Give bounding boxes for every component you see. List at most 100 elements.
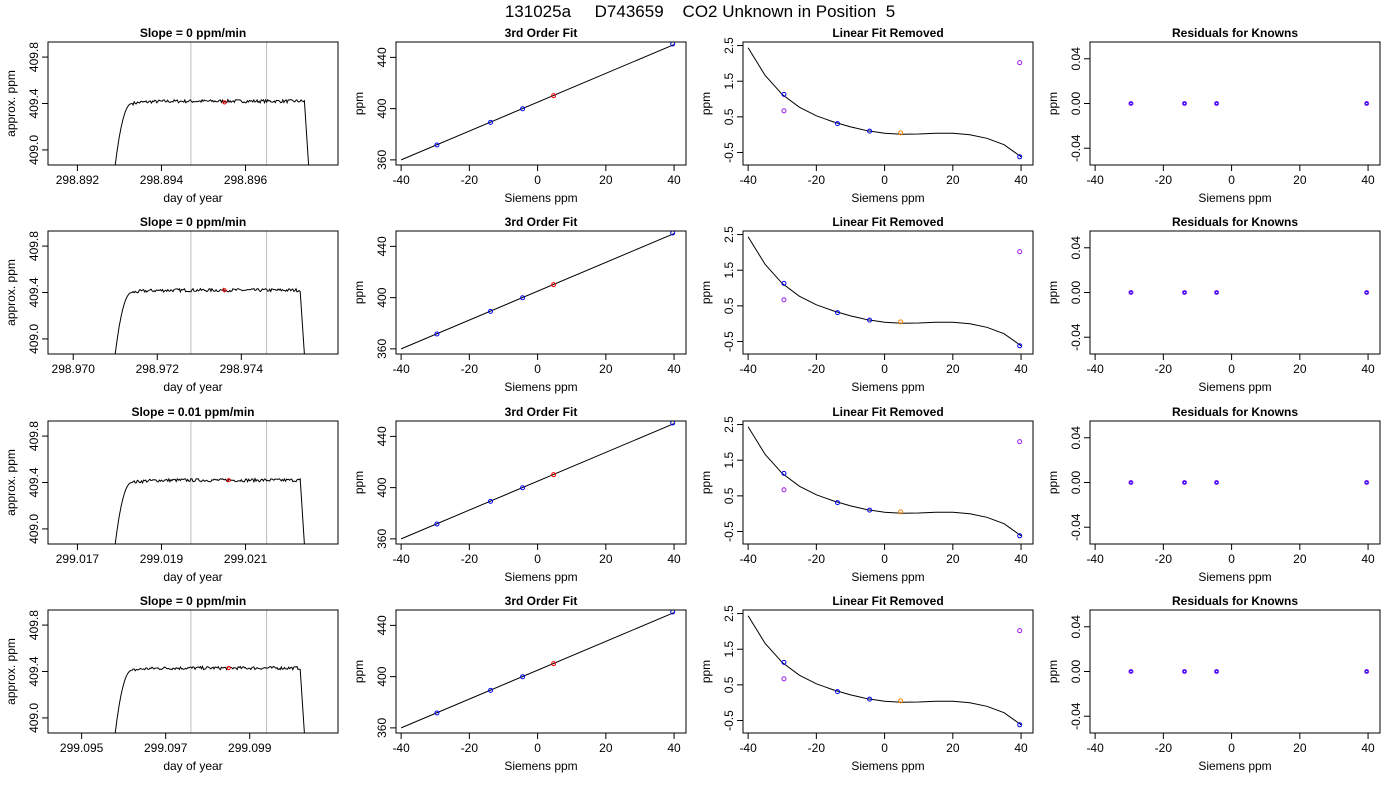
fit-line (400, 233, 675, 350)
x-tick-label: 40 (667, 362, 681, 376)
known-point-inner (1214, 480, 1219, 485)
x-tick-label: 299.097 (144, 741, 188, 755)
unknown-point (551, 661, 557, 667)
plot-area (747, 47, 1023, 160)
unknown-point (898, 698, 904, 704)
panel-r2-c3: Linear Fit Removed -40 -20 0 20 40 -0.5 0.5 1.5 2… (699, 215, 1034, 394)
panel-title: Slope = 0 ppm/min (140, 26, 246, 40)
y-tick-label: 0.00 (1069, 470, 1083, 494)
panel-title: Slope = 0.01 ppm/min (131, 405, 254, 419)
panel-frame (742, 420, 1034, 545)
x-tick-label: -20 (1155, 173, 1173, 187)
y-tick-label: 409.0 (27, 703, 41, 733)
x-axis-label: Siemens ppm (851, 570, 924, 584)
known-point (835, 500, 841, 506)
unknown-point (551, 472, 557, 478)
panel-frame (1089, 230, 1381, 355)
panel-title: 3rd Order Fit (505, 594, 578, 608)
panel-frame (47, 420, 339, 545)
known-point (434, 142, 440, 148)
panel-title: Linear Fit Removed (832, 405, 943, 419)
x-axis-label: Siemens ppm (1198, 380, 1271, 394)
panel-frame (395, 230, 687, 355)
panel-title: 3rd Order Fit (505, 26, 578, 40)
y-tick-label: 440 (375, 426, 389, 446)
x-tick-label: -20 (461, 362, 479, 376)
x-tick-label: 20 (946, 362, 960, 376)
x-tick-label: 0 (881, 173, 888, 187)
plot-area (1128, 101, 1370, 106)
y-tick-label: 400 (375, 666, 389, 686)
y-tick-label: 400 (375, 477, 389, 497)
known-point-inner (1214, 669, 1219, 674)
known-point (670, 421, 676, 426)
known-point (1128, 290, 1134, 295)
y-tick-label: 409.0 (27, 135, 41, 165)
y-tick-label: 2.5 (722, 416, 736, 433)
known-point (434, 521, 440, 527)
y-axis-label: approx. ppm (4, 449, 18, 516)
plot-area (400, 610, 676, 729)
y-tick-label: 409.8 (27, 421, 41, 451)
x-tick-label: 40 (1361, 173, 1375, 187)
y-axis-label: ppm (1046, 92, 1060, 115)
y-tick-label: 0.04 (1069, 615, 1083, 639)
y-tick-label: 409.0 (27, 324, 41, 354)
x-tick-label: 299.019 (140, 552, 184, 566)
y-tick-label: 360 (375, 339, 389, 359)
x-tick-label: 40 (1014, 362, 1028, 376)
y-tick-label: 0.00 (1069, 91, 1083, 115)
panel-title: Linear Fit Removed (832, 594, 943, 608)
x-tick-label: -40 (739, 741, 757, 755)
known-point (781, 470, 787, 476)
x-tick-label: 40 (1014, 552, 1028, 566)
known-point (1017, 533, 1023, 539)
x-tick-label: -40 (739, 173, 757, 187)
panel-frame (47, 41, 339, 166)
panel-title: Slope = 0 ppm/min (140, 215, 246, 229)
x-axis-label: day of year (163, 191, 222, 205)
x-tick-label: 20 (946, 741, 960, 755)
y-tick-label: 1.5 (722, 73, 736, 90)
y-tick-label: 360 (375, 150, 389, 170)
y-axis-label: ppm (352, 92, 366, 115)
panel-r1-c1: Slope = 0 ppm/min 298.892 298.894 298.896 40… (4, 26, 339, 205)
sample-marker (226, 665, 231, 671)
y-tick-label: -0.5 (722, 142, 736, 163)
known-point (520, 106, 526, 112)
y-tick-label: 360 (375, 718, 389, 738)
y-tick-label: 409.8 (27, 610, 41, 640)
x-tick-label: -20 (461, 741, 479, 755)
y-tick-label: 0.5 (722, 487, 736, 504)
known-point-inner (1365, 669, 1369, 674)
y-axis-label: ppm (699, 92, 713, 115)
y-tick-label: 1.5 (722, 262, 736, 279)
x-tick-label: -40 (392, 362, 410, 376)
panel-r1-c4: Residuals for Knowns -40 -20 0 20 40 -0.04 0.00… (1046, 26, 1381, 205)
x-tick-label: 40 (667, 741, 681, 755)
other-point (781, 108, 787, 114)
x-tick-label: -20 (808, 362, 826, 376)
known-point (835, 689, 841, 695)
panel-title: 3rd Order Fit (505, 215, 578, 229)
panel-frame (742, 41, 1034, 166)
y-tick-label: 2.5 (722, 226, 736, 243)
y-tick-label: 440 (375, 47, 389, 67)
x-tick-label: -40 (739, 552, 757, 566)
plot-area (1128, 669, 1370, 674)
plot-area (400, 231, 676, 350)
x-tick-label: 20 (599, 362, 613, 376)
x-tick-label: -20 (808, 741, 826, 755)
panel-title: Residuals for Knowns (1172, 26, 1298, 40)
y-tick-label: 409.4 (27, 277, 41, 307)
known-point (488, 498, 494, 504)
known-point-inner (1365, 290, 1369, 295)
y-tick-label: 0.04 (1069, 236, 1083, 260)
x-axis-label: Siemens ppm (851, 380, 924, 394)
x-tick-label: 0 (881, 552, 888, 566)
plot-area (114, 610, 305, 733)
panel-frame (742, 609, 1034, 734)
known-point (867, 128, 873, 134)
known-point (781, 280, 787, 286)
fit-line (400, 44, 675, 161)
